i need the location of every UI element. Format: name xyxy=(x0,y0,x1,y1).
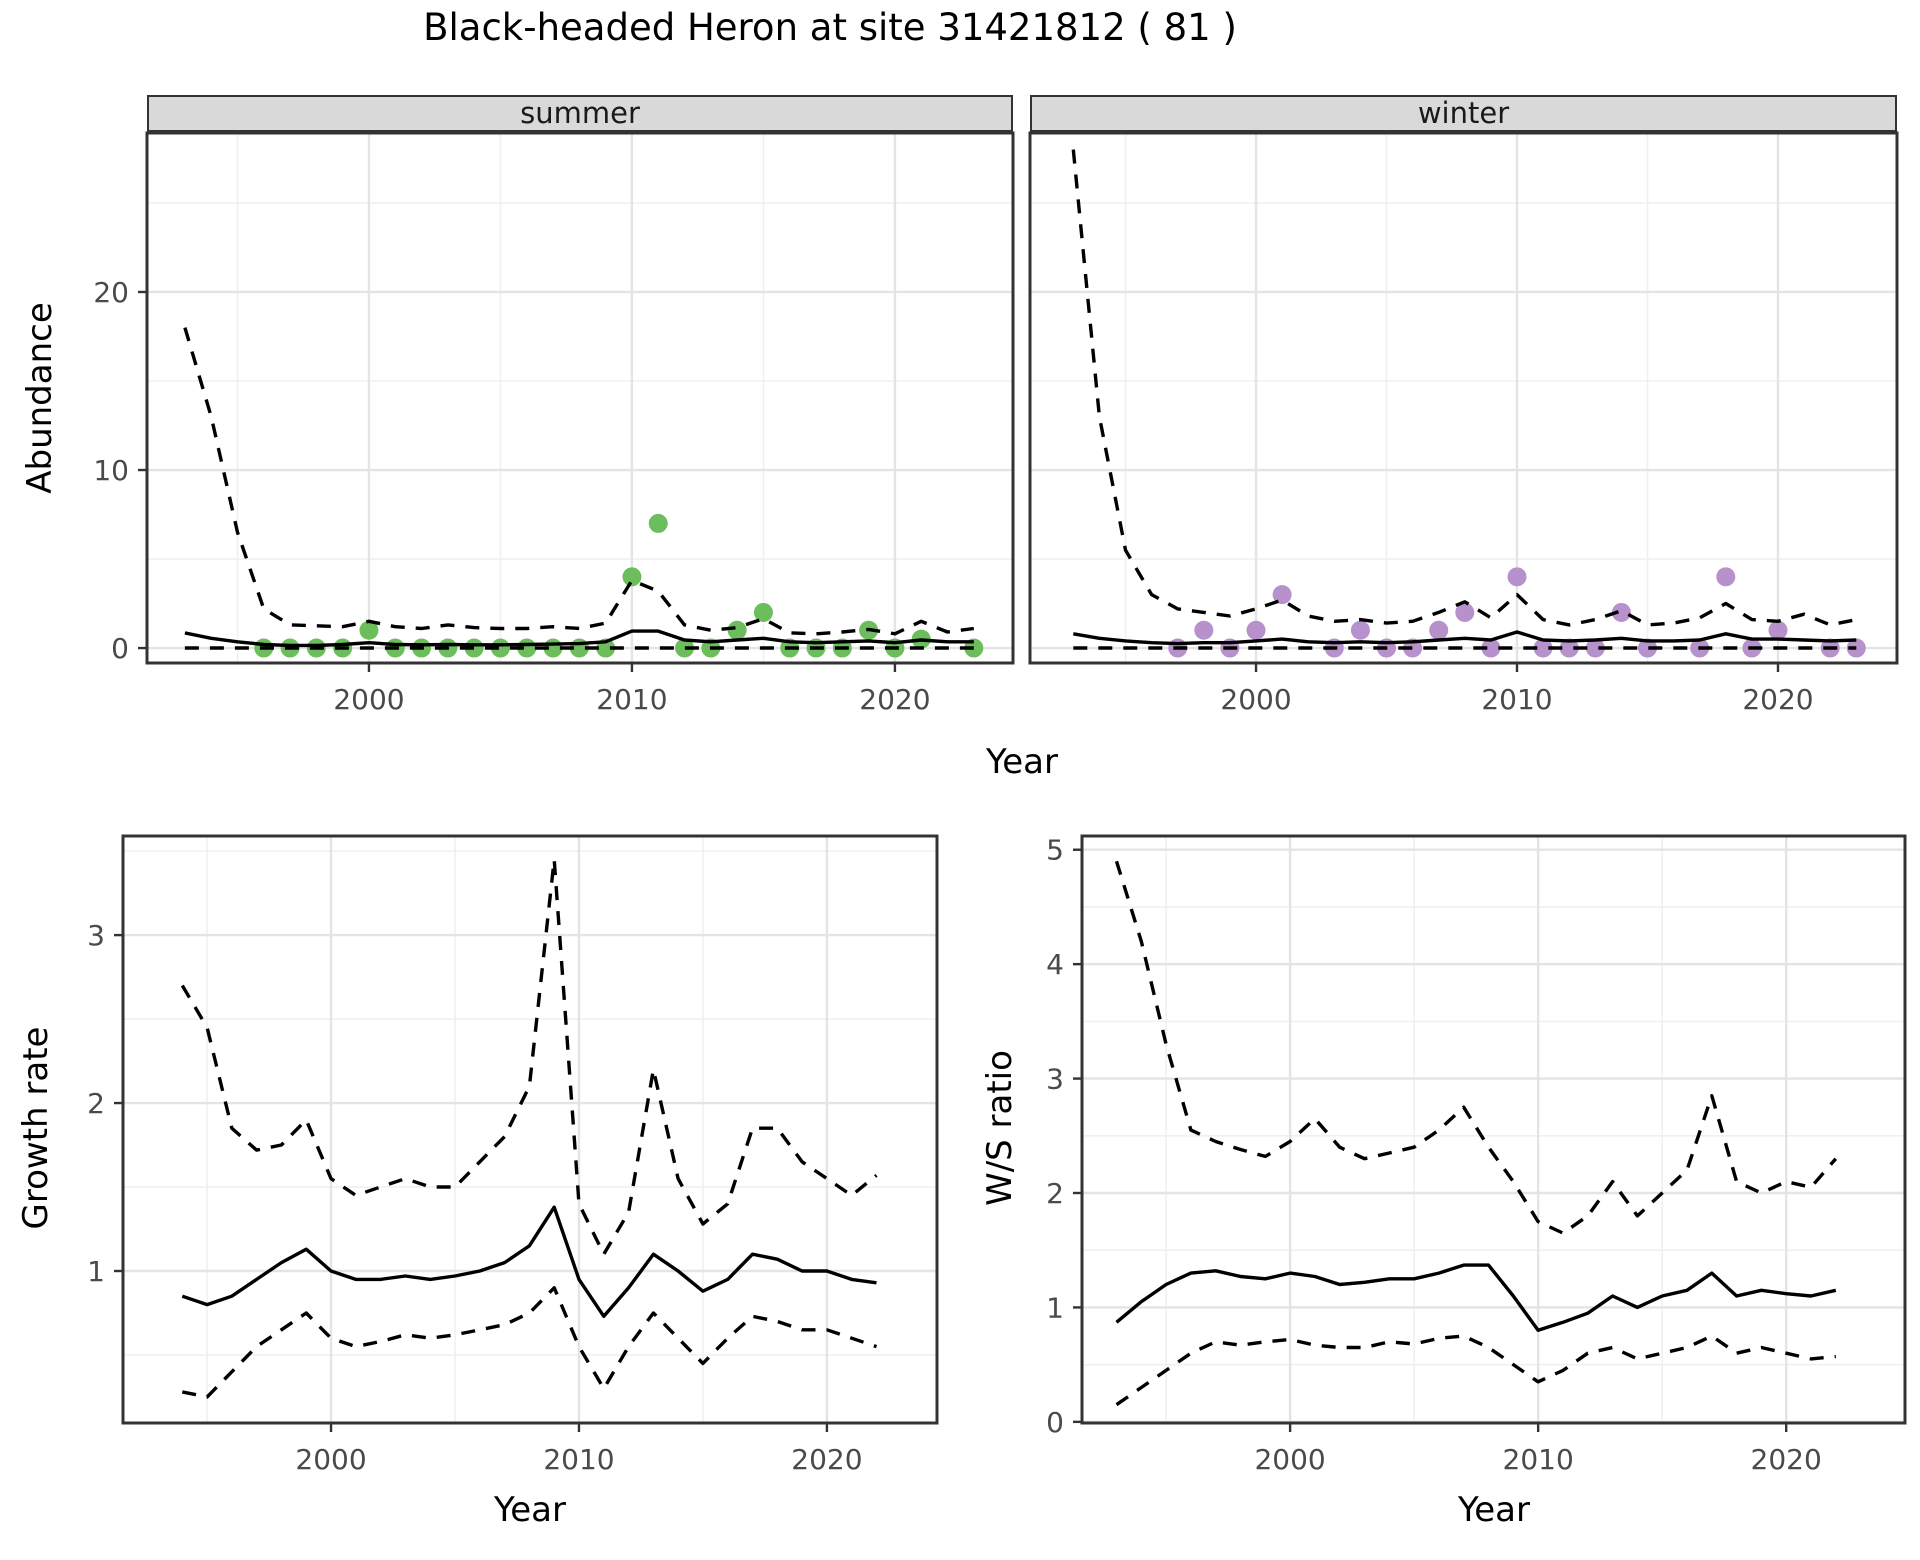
x-tick-label: 2010 xyxy=(543,1443,614,1476)
y-tick-label: 10 xyxy=(93,454,129,487)
data-point xyxy=(1246,620,1266,640)
year-axis-label-bottom-left: Year xyxy=(494,1490,566,1530)
data-point xyxy=(1533,638,1553,658)
panel-background xyxy=(1030,133,1897,663)
data-point xyxy=(1585,638,1605,658)
panel-border xyxy=(1028,131,1899,665)
year-axis-label-bottom-right: Year xyxy=(1458,1490,1530,1530)
chart-title: Black-headed Heron at site 31421812 ( 81… xyxy=(423,6,1237,49)
data-point xyxy=(1481,638,1501,658)
lower-ci-line xyxy=(1115,1334,1836,1407)
x-tick-label: 2000 xyxy=(1254,1443,1325,1476)
data-point xyxy=(1507,567,1527,587)
data-point xyxy=(1194,620,1214,640)
data-point xyxy=(1272,585,1292,605)
y-tick-label: 1 xyxy=(1046,1291,1064,1324)
mean-line xyxy=(181,1205,877,1318)
data-point xyxy=(675,638,695,658)
lower-ci-line xyxy=(181,1286,878,1399)
data-point xyxy=(1716,567,1736,587)
data-point xyxy=(1429,620,1449,640)
facet-strip-summer-label: summer xyxy=(520,96,640,130)
mean-line xyxy=(1073,630,1857,646)
panel-ws-ratio: 2000 2010 2020 0 1 2 3 4 5 xyxy=(1046,834,1907,1476)
y-tick-label: 0 xyxy=(111,632,129,665)
upper-ci-line xyxy=(183,327,975,636)
upper-ci-line xyxy=(1071,149,1857,627)
panel-background xyxy=(123,836,937,1423)
x-tick-label: 2020 xyxy=(791,1443,862,1476)
panel-background xyxy=(147,133,1013,663)
data-point xyxy=(648,513,668,533)
data-point xyxy=(753,602,773,622)
y-tick-label: 2 xyxy=(1046,1177,1064,1210)
panel-border xyxy=(121,834,939,1425)
data-point xyxy=(359,620,379,640)
panel-background xyxy=(1082,836,1905,1423)
upper-ci-line xyxy=(1114,860,1838,1235)
y-tick-label: 4 xyxy=(1046,948,1064,981)
panel-abundance-summer: 2000 2010 2020 0 10 20 xyxy=(93,131,1015,716)
y-tick-label: 3 xyxy=(87,919,105,952)
x-tick-label: 2000 xyxy=(1220,683,1291,716)
y-tick-label: 20 xyxy=(93,276,129,309)
data-point xyxy=(1350,620,1370,640)
x-tick-label: 2000 xyxy=(295,1443,366,1476)
mean-line xyxy=(1115,1263,1837,1332)
x-tick-label: 2000 xyxy=(333,683,404,716)
x-tick-label: 2020 xyxy=(1751,1443,1822,1476)
x-tick-label: 2010 xyxy=(596,683,667,716)
panel-abundance-winter: 2000 2010 2020 xyxy=(1028,131,1899,716)
y-tick-label: 0 xyxy=(1046,1406,1064,1439)
data-point xyxy=(1559,638,1579,658)
x-tick-label: 2020 xyxy=(1742,683,1813,716)
data-point xyxy=(727,620,747,640)
facet-strip-winter-label: winter xyxy=(1417,96,1510,130)
data-point xyxy=(622,567,642,587)
upper-ci-line xyxy=(180,857,878,1256)
y-tick-label: 1 xyxy=(87,1255,105,1288)
x-tick-label: 2010 xyxy=(1503,1443,1574,1476)
year-axis-label-top: Year xyxy=(986,742,1058,782)
data-point xyxy=(1455,602,1475,622)
panel-border xyxy=(145,131,1015,665)
panel-border xyxy=(1080,834,1907,1425)
y-tick-label: 3 xyxy=(1046,1063,1064,1096)
x-tick-label: 2010 xyxy=(1481,683,1552,716)
data-point xyxy=(1637,638,1657,658)
y-tick-label: 5 xyxy=(1046,834,1064,867)
y-tick-label: 2 xyxy=(87,1087,105,1120)
data-point xyxy=(1611,602,1631,622)
mean-line xyxy=(184,629,974,648)
panel-growth-rate: 2000 2010 2020 1 2 3 xyxy=(87,834,939,1476)
x-tick-label: 2020 xyxy=(859,683,930,716)
data-point xyxy=(1768,620,1788,640)
